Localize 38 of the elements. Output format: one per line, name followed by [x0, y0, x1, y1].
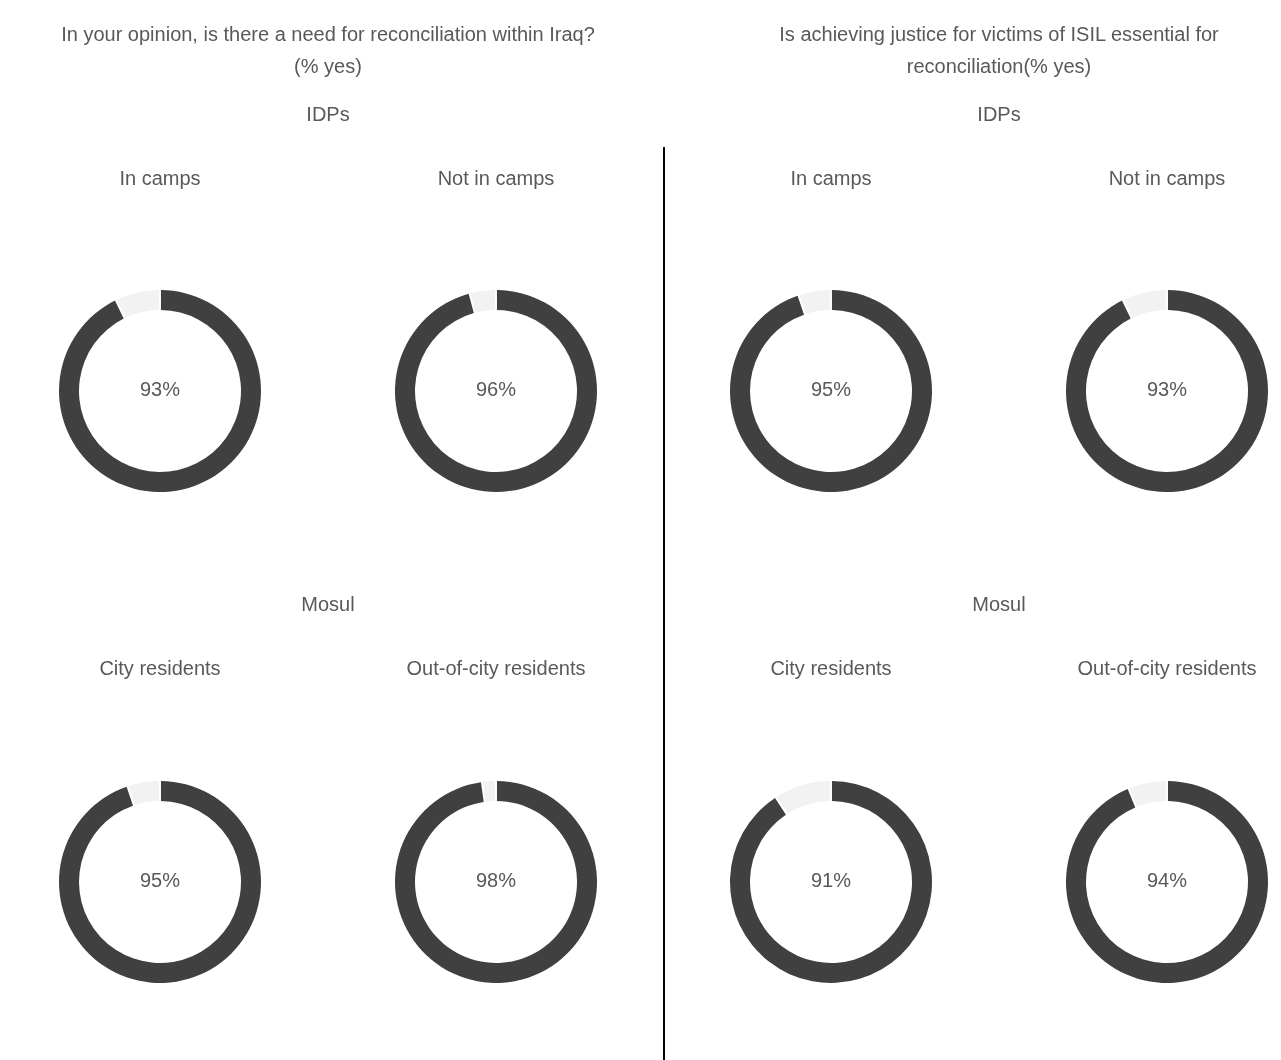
chart-title: City residents [770, 657, 892, 680]
donut-slice [395, 781, 597, 983]
data-label: 96% [475, 378, 517, 401]
donut-slice [470, 290, 496, 313]
data-label: 95% [139, 869, 181, 892]
text: Mosul [972, 593, 1026, 616]
donut-slice [128, 781, 160, 805]
data-label: 94% [1146, 869, 1188, 892]
data-label: 93% [139, 378, 181, 401]
donut-slice [1129, 781, 1167, 807]
chart-title: In camps [119, 167, 201, 190]
text: In your opinion, is there a need for reconciliation within Iraq? (% yes) [61, 23, 595, 78]
donut-slice [59, 781, 261, 983]
text: IDPs [306, 103, 350, 126]
donut-slice [799, 290, 831, 314]
donut-slice [730, 290, 932, 492]
text: Mosul [301, 593, 355, 616]
chart-title: Not in camps [1108, 167, 1226, 190]
donut-slice [1123, 290, 1167, 318]
data-label: 93% [1146, 378, 1188, 401]
donut-slice [1066, 781, 1268, 983]
donut-slice [482, 781, 496, 802]
data-label: 91% [810, 869, 852, 892]
donut-slice [776, 781, 831, 814]
chart-title: Out-of-city residents [1077, 657, 1257, 680]
chart-title: In camps [790, 167, 872, 190]
text: Is achieving justice for victims of ISIL essential for reconciliation(% yes) [779, 23, 1220, 78]
text: IDPs [977, 103, 1021, 126]
chart-title: Out-of-city residents [406, 657, 586, 680]
data-label: 95% [810, 378, 852, 401]
donut-slice [116, 290, 160, 318]
donut-slice [395, 290, 597, 492]
donut-slice [59, 290, 261, 492]
donut-slice [1066, 290, 1268, 492]
chart-title: Not in camps [437, 167, 555, 190]
chart-title: City residents [99, 657, 221, 680]
data-label: 98% [475, 869, 517, 892]
donut-slice [730, 781, 932, 983]
